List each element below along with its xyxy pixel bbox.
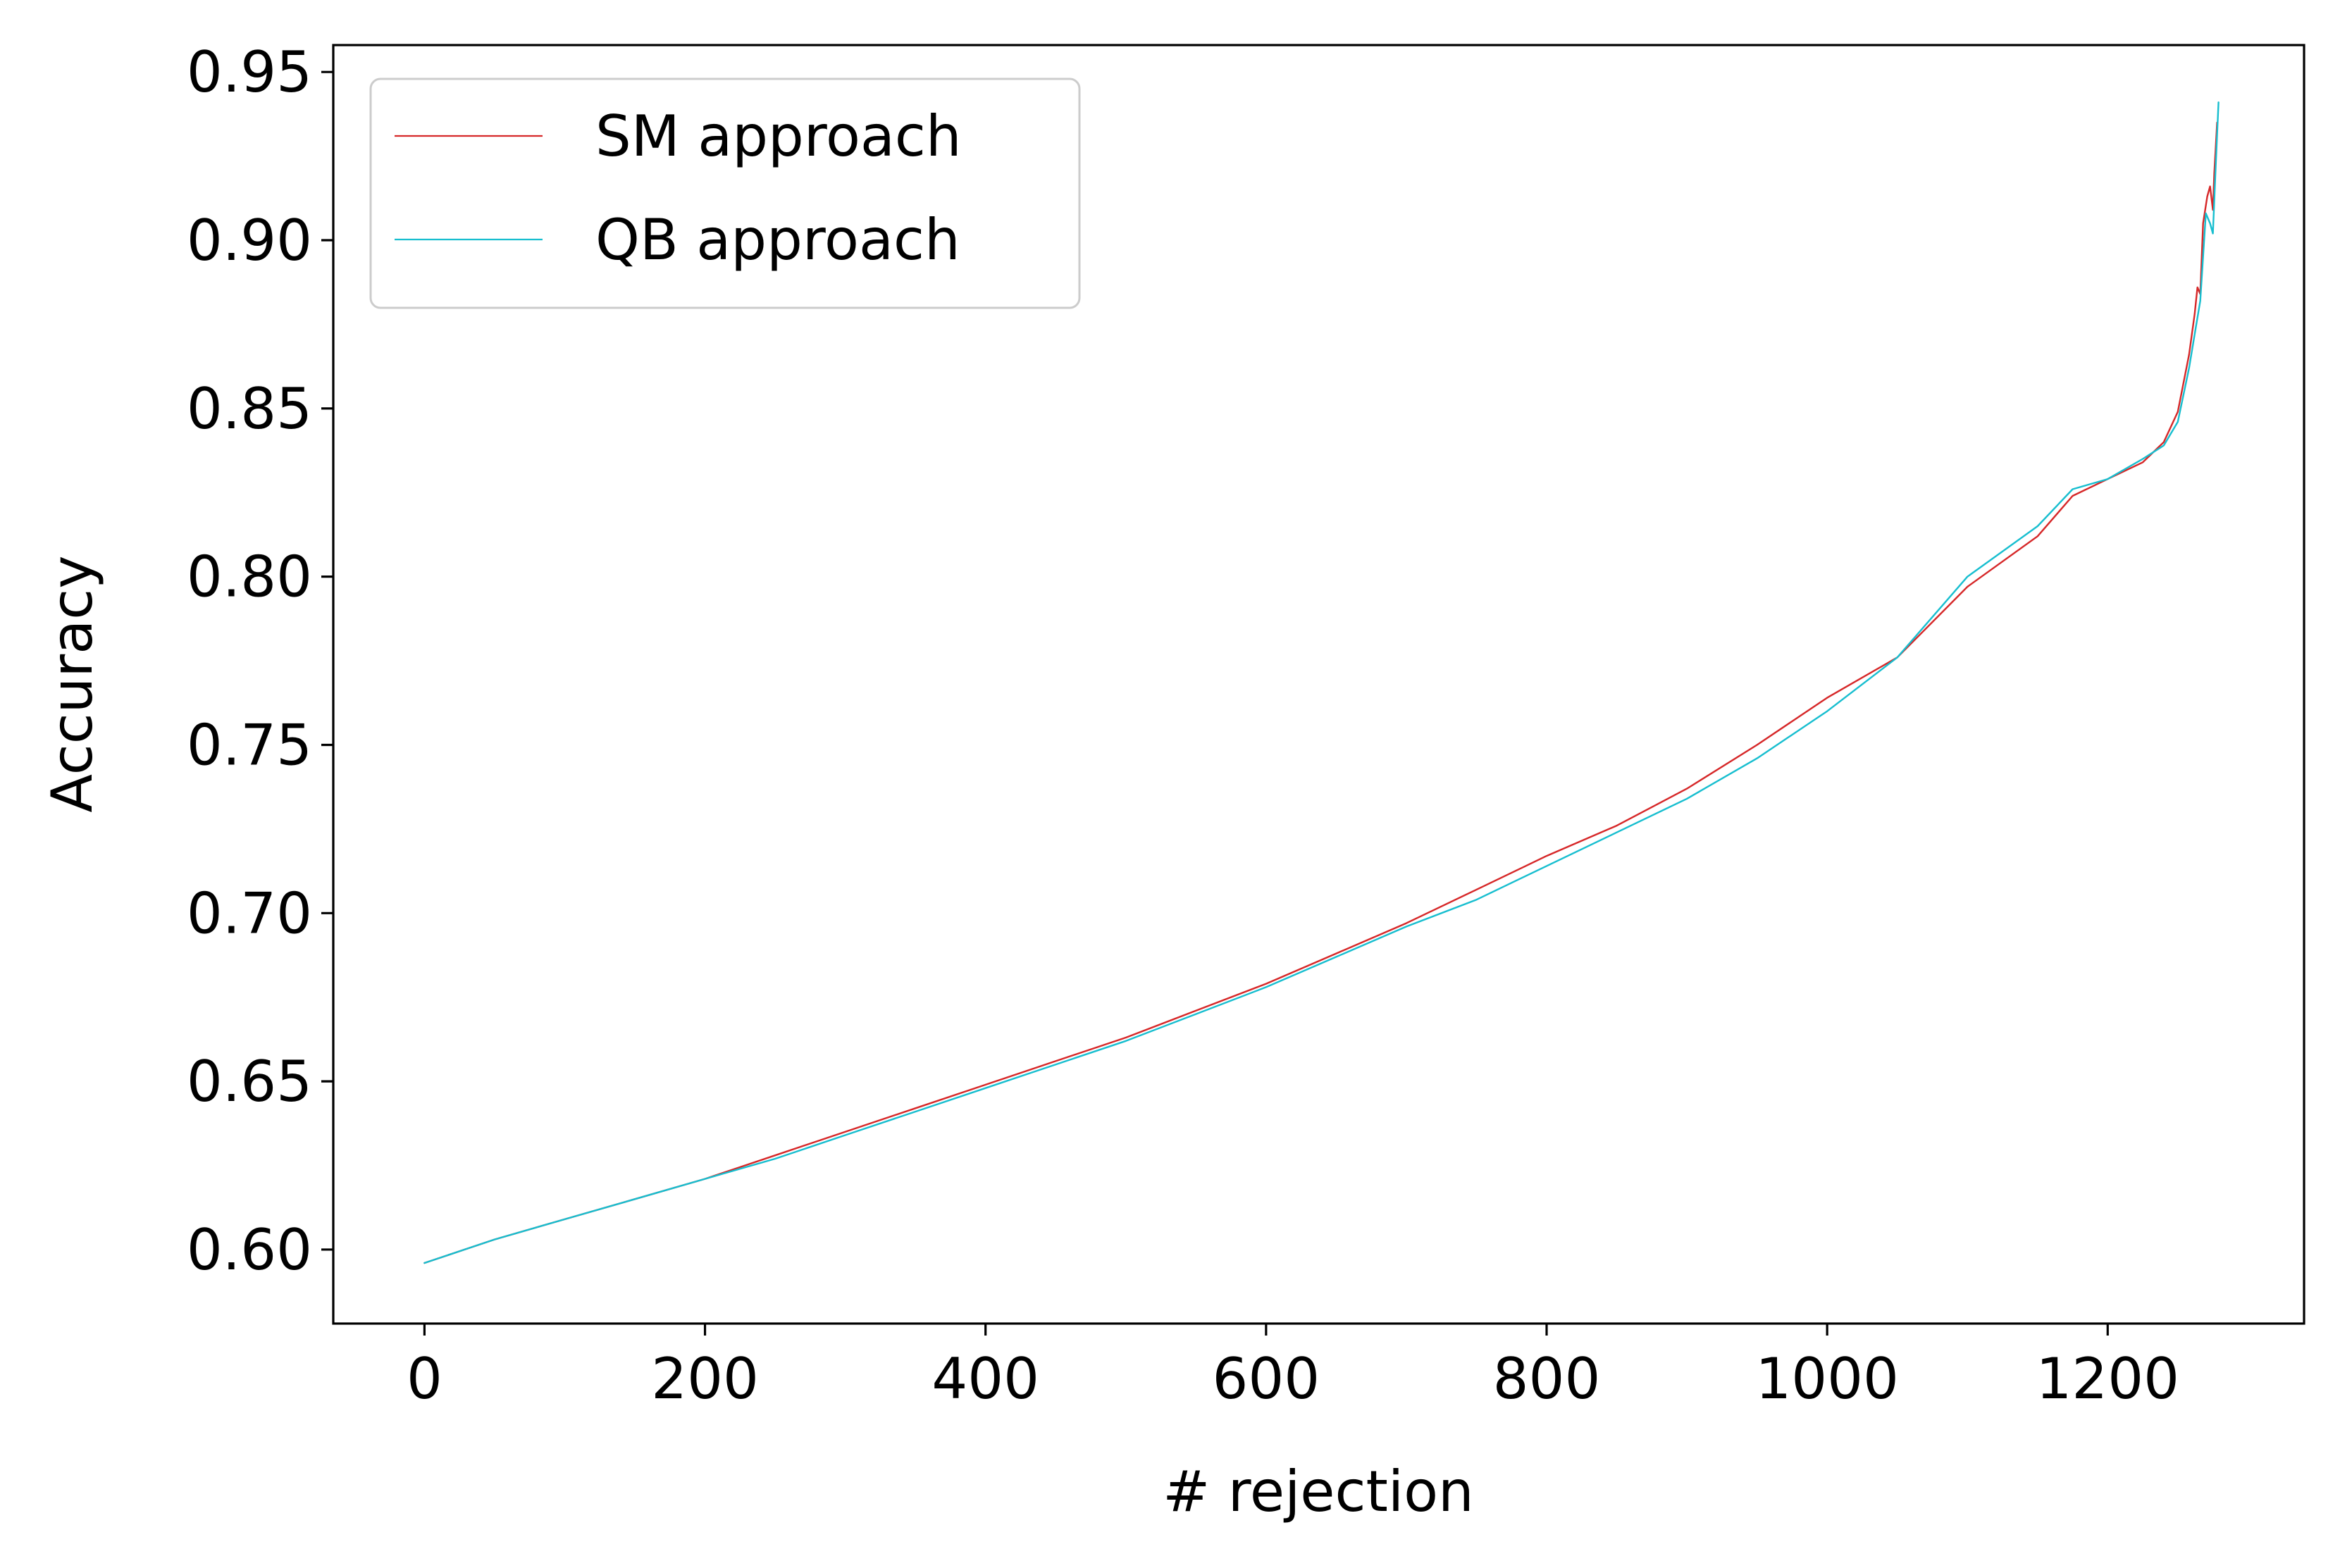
y-tick-label: 0.60	[187, 1217, 312, 1283]
y-tick-label: 0.95	[187, 39, 312, 105]
x-axis: 0 200 400 600 800 1000 1200	[407, 1324, 2179, 1412]
y-tick-label: 0.90	[187, 208, 312, 273]
x-tick-label: 1200	[2036, 1346, 2179, 1412]
x-tick-label: 200	[651, 1346, 759, 1412]
x-axis-label: # rejection	[1163, 1459, 1473, 1524]
series-layer	[423, 101, 2220, 1264]
series-line-sm-approach	[423, 121, 2218, 1264]
legend-box	[369, 77, 1081, 309]
y-tick-label: 0.80	[187, 545, 312, 610]
y-axis: 0.60 0.65 0.70 0.75 0.80 0.85 0.90 0.95	[187, 39, 333, 1283]
x-tick-label: 600	[1212, 1346, 1320, 1412]
series-line-qb-approach	[423, 101, 2220, 1264]
legend-label-qb-approach: QB approach	[595, 207, 960, 273]
y-tick-label: 0.75	[187, 712, 312, 778]
y-tick-label: 0.70	[187, 881, 312, 946]
legend: SM approach QB approach	[369, 77, 1081, 309]
x-tick-label: 800	[1493, 1346, 1601, 1412]
x-tick-label: 0	[407, 1346, 442, 1412]
y-axis-label: Accuracy	[39, 555, 105, 812]
x-tick-label: 400	[931, 1346, 1039, 1412]
legend-label-sm-approach: SM approach	[595, 104, 962, 169]
plot-frame	[332, 44, 2305, 1325]
y-tick-label: 0.65	[187, 1049, 312, 1114]
x-tick-label: 1000	[1755, 1346, 1899, 1412]
y-tick-label: 0.85	[187, 376, 312, 442]
